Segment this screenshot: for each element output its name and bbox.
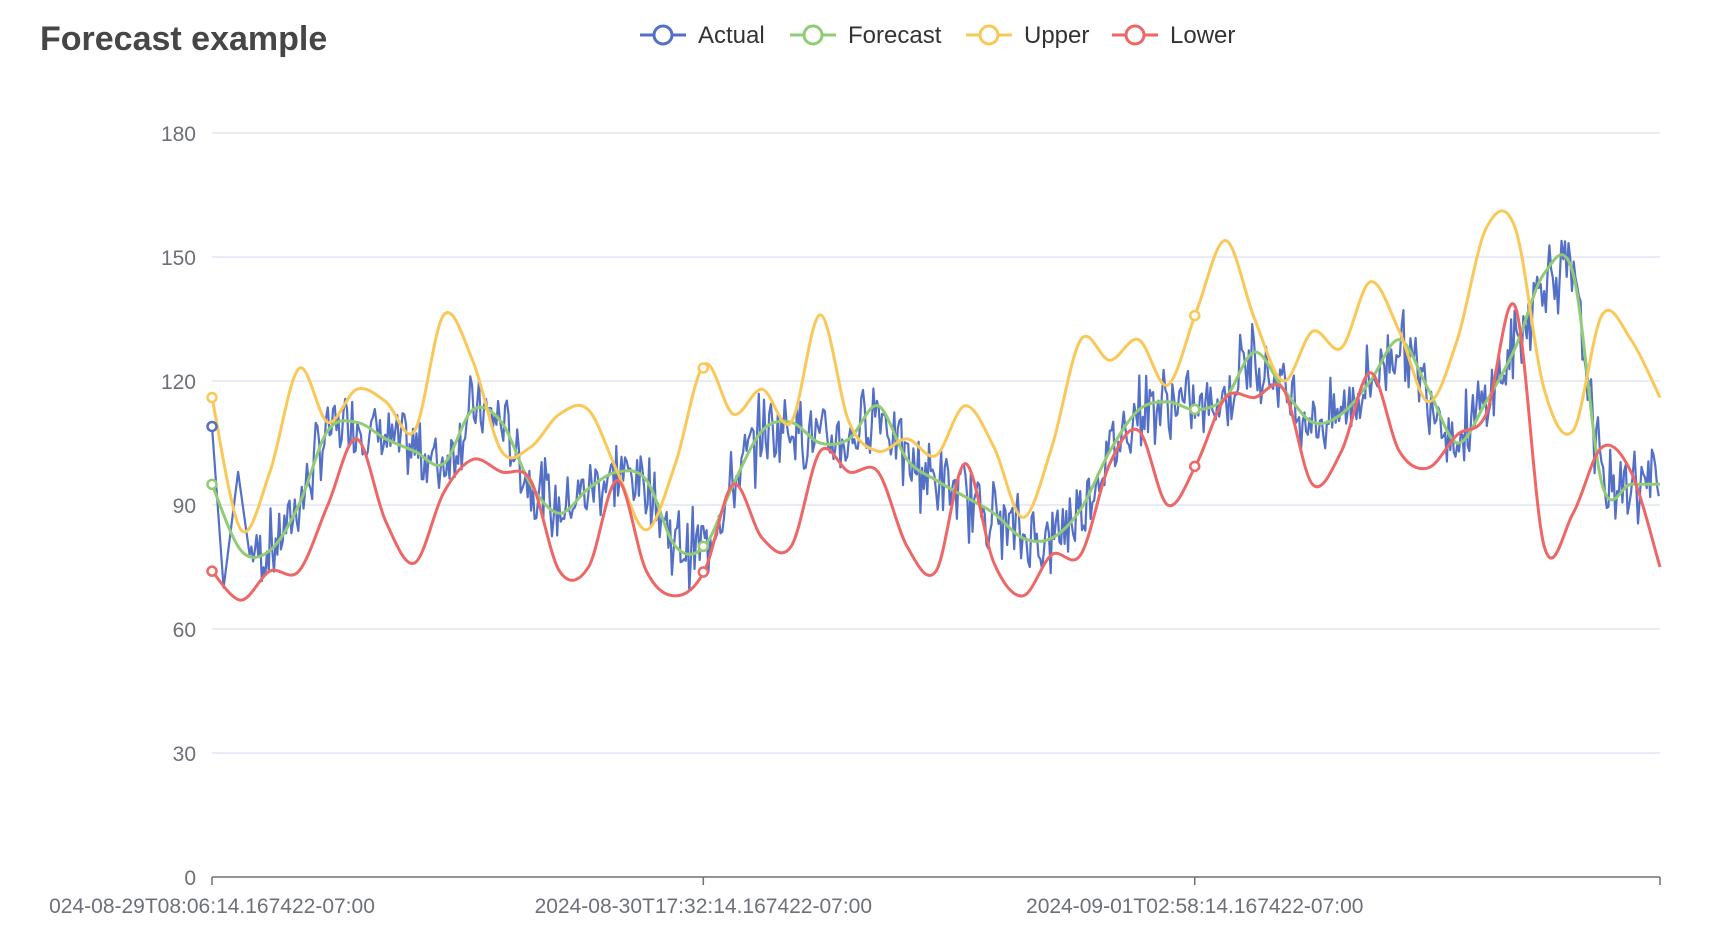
y-tick-label-0: 0 xyxy=(184,867,196,890)
point-upper-0[interactable] xyxy=(206,391,218,404)
grid-lines xyxy=(212,132,1660,754)
point-upper-2[interactable] xyxy=(1189,309,1201,322)
y-axis: 0 30 60 90 120 150 180 xyxy=(161,123,196,890)
x-tick-label-1: 2024-08-30T17:32:14.167422-07:00 xyxy=(535,895,872,918)
legend-marker-lower xyxy=(1124,24,1146,46)
series-line-actual[interactable] xyxy=(210,239,1660,592)
legend-marker-actual xyxy=(652,24,674,46)
legend-item-forecast[interactable]: Forecast xyxy=(790,22,942,49)
chart-legend[interactable]: Actual Forecast Upper Lower xyxy=(640,22,1235,49)
point-forecast-0[interactable] xyxy=(206,478,218,491)
legend-item-lower[interactable]: Lower xyxy=(1112,22,1235,49)
chart-title: Forecast example xyxy=(40,20,327,58)
x-tick-label-0: 024-08-29T08:06:14.167422-07:00 xyxy=(49,895,375,918)
point-actual-0[interactable] xyxy=(206,420,218,433)
legend-item-upper[interactable]: Upper xyxy=(966,22,1089,49)
legend-marker-forecast xyxy=(802,24,824,46)
point-lower-0[interactable] xyxy=(206,565,218,577)
point-lower-2[interactable] xyxy=(1189,460,1201,473)
point-upper-1[interactable] xyxy=(697,362,710,374)
legend-marker-upper xyxy=(978,24,1000,46)
legend-label-lower: Lower xyxy=(1170,22,1235,49)
legend-label-forecast: Forecast xyxy=(848,22,942,49)
point-forecast-1[interactable] xyxy=(697,540,710,553)
y-tick-label-60: 60 xyxy=(173,619,196,642)
legend-item-actual[interactable]: Actual xyxy=(640,22,765,49)
x-tick-label-2: 2024-09-01T02:58:14.167422-07:00 xyxy=(1026,895,1363,918)
y-tick-label-120: 120 xyxy=(161,371,196,394)
legend-label-upper: Upper xyxy=(1024,22,1089,49)
legend-label-actual: Actual xyxy=(698,22,765,49)
series-line-lower[interactable] xyxy=(210,302,1662,602)
point-forecast-2[interactable] xyxy=(1189,403,1201,416)
series-line-upper[interactable] xyxy=(210,209,1662,534)
series-layer xyxy=(206,209,1662,602)
y-tick-label-90: 90 xyxy=(173,495,196,518)
series-line-forecast[interactable] xyxy=(210,253,1660,559)
y-tick-label-30: 30 xyxy=(173,743,196,766)
y-tick-label-180: 180 xyxy=(161,123,196,146)
x-axis: 024-08-29T08:06:14.167422-07:00 2024-08-3… xyxy=(49,876,1661,918)
y-tick-label-150: 150 xyxy=(161,247,196,270)
point-lower-1[interactable] xyxy=(697,566,710,578)
